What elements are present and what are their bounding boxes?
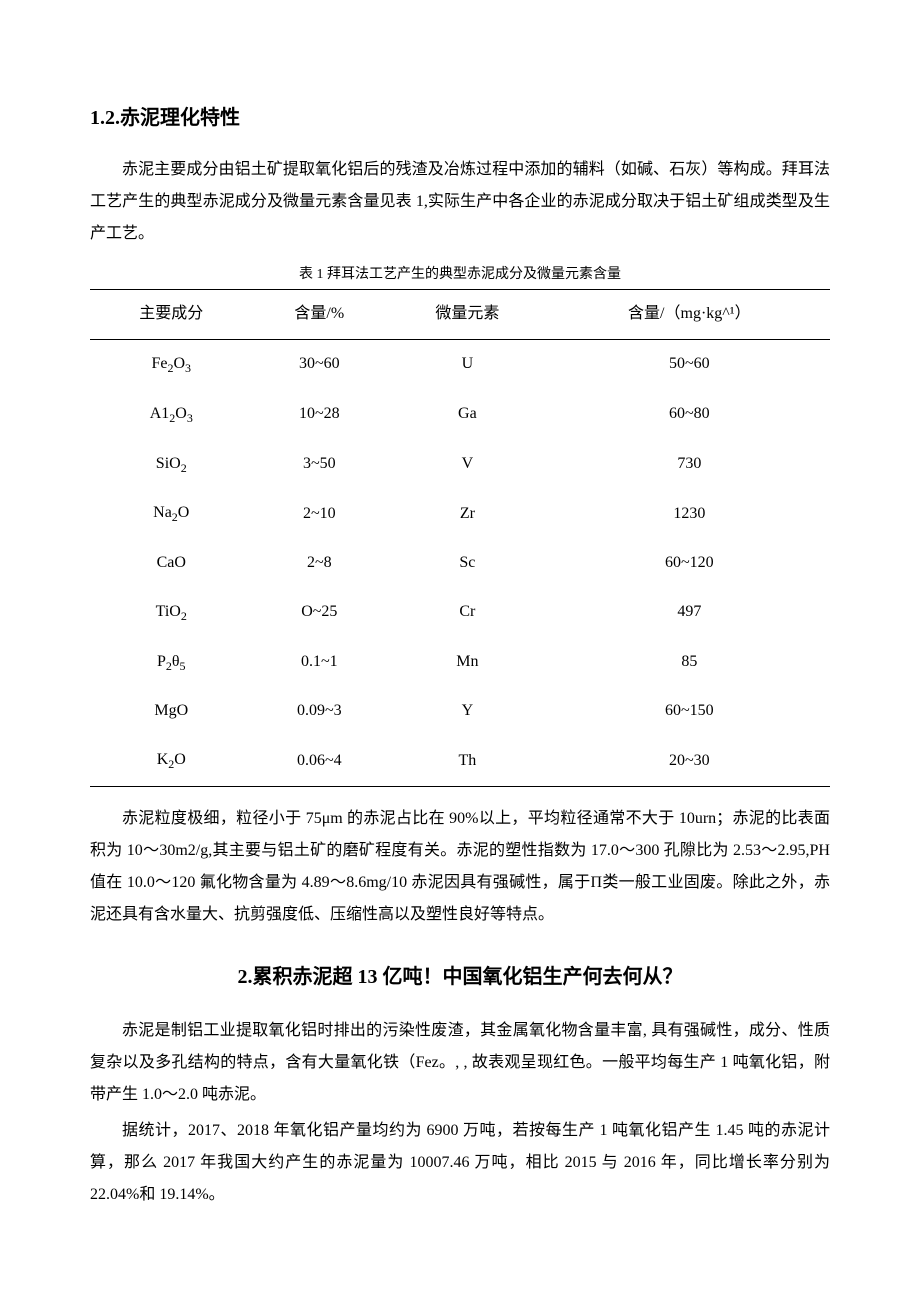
cell-content-percent: 0.06~4 <box>253 736 387 786</box>
cell-content-mgkg: 50~60 <box>549 339 830 389</box>
table-row: TiO2O~25Cr497 <box>90 588 830 638</box>
cell-content-percent: 0.09~3 <box>253 687 387 736</box>
composition-table: 主要成分 含量/% 微量元素 含量/（mg·kg^¹） Fe2O330~60U5… <box>90 289 830 787</box>
cell-content-mgkg: 497 <box>549 588 830 638</box>
cell-trace-element: V <box>386 440 549 490</box>
cell-main-component: MgO <box>90 687 253 736</box>
cell-content-mgkg: 730 <box>549 440 830 490</box>
paragraph-section2-2: 据统计，2017、2018 年氧化铝产量均约为 6900 万吨，若按每生产 1 … <box>90 1115 830 1211</box>
table-caption: 表 1 拜耳法工艺产生的典型赤泥成分及微量元素含量 <box>90 262 830 287</box>
cell-content-mgkg: 60~120 <box>549 539 830 588</box>
cell-main-component: P2θ5 <box>90 638 253 688</box>
table-row: CaO2~8Sc60~120 <box>90 539 830 588</box>
table-row: K2O0.06~4Th20~30 <box>90 736 830 786</box>
cell-trace-element: Sc <box>386 539 549 588</box>
table-row: P2θ50.1~1Mn85 <box>90 638 830 688</box>
cell-main-component: K2O <box>90 736 253 786</box>
header-main-component: 主要成分 <box>90 290 253 340</box>
cell-trace-element: Mn <box>386 638 549 688</box>
cell-content-percent: 30~60 <box>253 339 387 389</box>
cell-content-percent: 0.1~1 <box>253 638 387 688</box>
cell-content-mgkg: 85 <box>549 638 830 688</box>
paragraph-properties: 赤泥粒度极细，粒径小于 75μm 的赤泥占比在 90%以上，平均粒径通常不大于 … <box>90 803 830 931</box>
cell-content-percent: O~25 <box>253 588 387 638</box>
paragraph-intro: 赤泥主要成分由铝土矿提取氧化铝后的残渣及冶炼过程中添加的辅料（如碱、石灰）等构成… <box>90 154 830 250</box>
cell-trace-element: Th <box>386 736 549 786</box>
cell-trace-element: Cr <box>386 588 549 638</box>
table-header-row: 主要成分 含量/% 微量元素 含量/（mg·kg^¹） <box>90 290 830 340</box>
cell-content-percent: 2~8 <box>253 539 387 588</box>
cell-main-component: TiO2 <box>90 588 253 638</box>
header-content-percent: 含量/% <box>253 290 387 340</box>
cell-main-component: CaO <box>90 539 253 588</box>
table-row: A12O310~28Ga60~80 <box>90 390 830 440</box>
table-row: Na2O2~10Zr1230 <box>90 489 830 539</box>
table-row: MgO0.09~3Y60~150 <box>90 687 830 736</box>
cell-content-mgkg: 20~30 <box>549 736 830 786</box>
table-row: SiO23~50V730 <box>90 440 830 490</box>
cell-main-component: Na2O <box>90 489 253 539</box>
cell-content-mgkg: 1230 <box>549 489 830 539</box>
header-content-mgkg: 含量/（mg·kg^¹） <box>549 290 830 340</box>
cell-content-percent: 3~50 <box>253 440 387 490</box>
cell-content-mgkg: 60~80 <box>549 390 830 440</box>
cell-trace-element: Y <box>386 687 549 736</box>
cell-main-component: A12O3 <box>90 390 253 440</box>
paragraph-section2-1: 赤泥是制铝工业提取氧化铝时排出的污染性废渣，其金属氧化物含量丰富, 具有强碱性，… <box>90 1015 830 1111</box>
section-heading-1: 1.2.赤泥理化特性 <box>90 100 830 136</box>
cell-main-component: Fe2O3 <box>90 339 253 389</box>
cell-content-mgkg: 60~150 <box>549 687 830 736</box>
header-trace-element: 微量元素 <box>386 290 549 340</box>
cell-trace-element: Ga <box>386 390 549 440</box>
cell-content-percent: 2~10 <box>253 489 387 539</box>
cell-trace-element: U <box>386 339 549 389</box>
cell-main-component: SiO2 <box>90 440 253 490</box>
section-heading-2: 2.累积赤泥超 13 亿吨！中国氧化铝生产何去何从？ <box>90 959 830 995</box>
table-row: Fe2O330~60U50~60 <box>90 339 830 389</box>
cell-trace-element: Zr <box>386 489 549 539</box>
cell-content-percent: 10~28 <box>253 390 387 440</box>
